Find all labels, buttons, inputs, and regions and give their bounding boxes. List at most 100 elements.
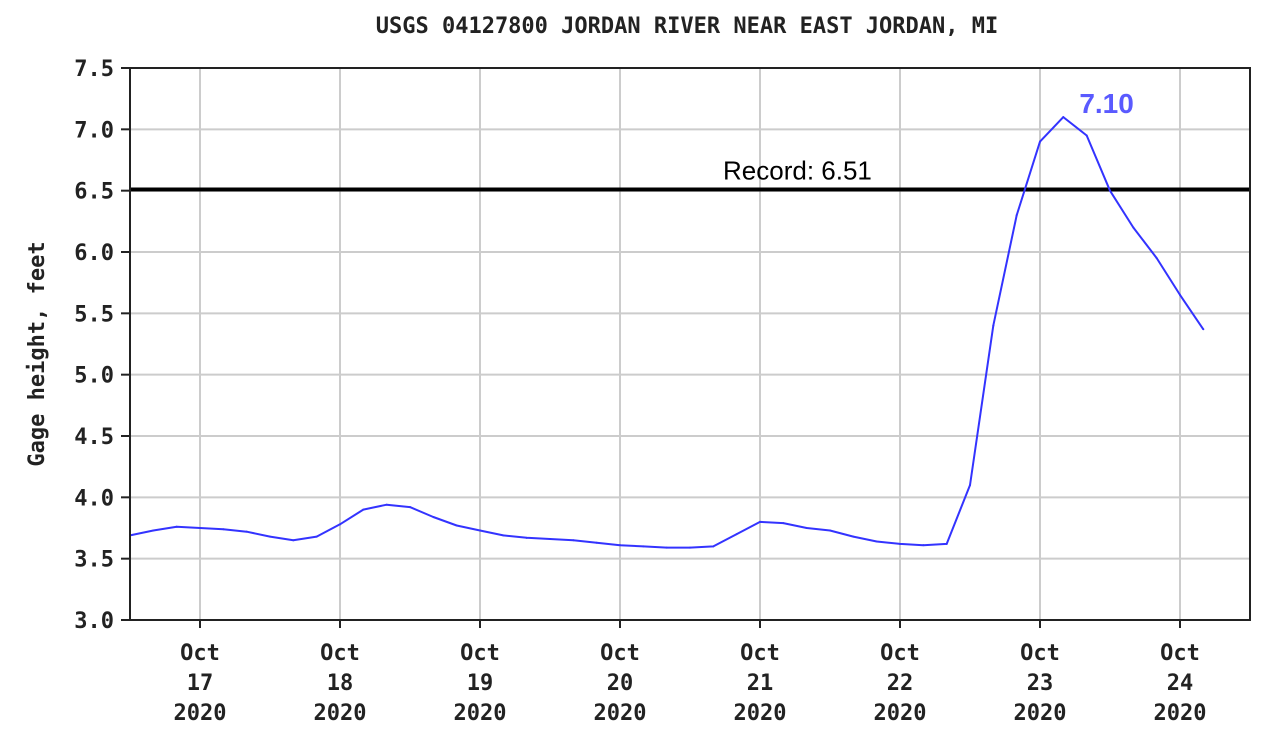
data-point: [1085, 134, 1088, 137]
data-point: [502, 534, 505, 537]
data-point: [1155, 257, 1158, 260]
x-tick-label-line: Oct: [1020, 641, 1060, 666]
data-point: [1132, 226, 1135, 229]
data-point: [759, 520, 761, 523]
data-point: [199, 527, 201, 529]
x-tick-label-line: 18: [327, 671, 354, 696]
y-tick-label: 7.0: [74, 118, 114, 143]
data-point: [735, 533, 738, 536]
data-point: [315, 535, 318, 538]
y-tick-label: 5.5: [74, 302, 114, 327]
data-point: [1179, 293, 1181, 296]
data-point: [152, 529, 155, 532]
data-point: [805, 527, 808, 529]
data-point: [595, 541, 598, 544]
x-tick-label: Oct 24 2020: [1154, 641, 1207, 726]
data-point: [992, 324, 995, 327]
x-tick-label-line: 20: [607, 671, 634, 696]
data-point: [222, 528, 225, 531]
y-tick-label: 6.5: [74, 180, 114, 205]
x-tick-label: Oct 19 2020: [454, 641, 507, 726]
peak-annotation: 7.10: [1079, 88, 1134, 119]
data-point: [712, 545, 715, 548]
data-point: [339, 523, 341, 526]
x-tick-label-line: 2020: [874, 701, 927, 726]
gage-height-series-line: [129, 116, 1205, 549]
data-point: [945, 542, 948, 545]
data-point: [689, 546, 691, 549]
data-point: [525, 536, 528, 539]
x-tick-label: Oct 18 2020: [314, 641, 367, 726]
record-line-label: Record: 6.51: [723, 155, 872, 185]
data-point: [1109, 189, 1111, 192]
data-point: [455, 524, 458, 527]
data-point: [292, 539, 295, 542]
series-layer: [129, 116, 1205, 549]
data-point: [619, 544, 621, 547]
data-point: [899, 542, 901, 545]
x-tick-label-line: 2020: [174, 701, 227, 726]
data-point: [1015, 214, 1018, 217]
x-tick-label-line: 2020: [594, 701, 647, 726]
y-tick-label: 7.5: [74, 57, 114, 82]
x-tick-label-line: 2020: [1154, 701, 1207, 726]
y-tick-label: 4.0: [74, 486, 114, 511]
data-point: [245, 530, 248, 533]
y-tick-label: 6.0: [74, 241, 114, 266]
data-point: [549, 538, 551, 541]
data-point: [1039, 140, 1041, 143]
x-tick-label: Oct 20 2020: [594, 641, 647, 726]
y-tick-labels: 3.0 3.5 4.0 4.5 5.0 5.5 6.0 6.5 7.0 7.5: [74, 57, 130, 634]
x-tick-label-line: 2020: [454, 701, 507, 726]
data-point: [572, 539, 575, 542]
x-tick-label-line: 22: [887, 671, 914, 696]
x-tick-label-line: 2020: [1014, 701, 1067, 726]
x-tick-label-line: 19: [467, 671, 494, 696]
data-point: [409, 506, 411, 509]
y-tick-label: 3.5: [74, 548, 114, 573]
x-tick-label: Oct 21 2020: [734, 641, 787, 726]
data-point: [269, 535, 271, 538]
data-point: [782, 522, 785, 525]
x-tick-label-line: Oct: [320, 641, 360, 666]
data-point: [432, 515, 435, 518]
data-point: [362, 508, 365, 511]
data-point: [1202, 328, 1205, 331]
x-tick-label-line: Oct: [740, 641, 780, 666]
x-tick-label-line: Oct: [180, 641, 220, 666]
data-point: [479, 529, 481, 532]
x-tick-label: Oct 17 2020: [174, 641, 227, 726]
x-tick-label-line: 17: [187, 671, 214, 696]
chart-title: USGS 04127800 JORDAN RIVER NEAR EAST JOR…: [376, 14, 999, 39]
data-point: [922, 544, 925, 547]
data-point: [969, 484, 971, 487]
x-tick-label-line: 2020: [314, 701, 367, 726]
data-point: [1062, 116, 1065, 119]
x-tick-label-line: Oct: [1160, 641, 1200, 666]
x-tick-label-line: 21: [747, 671, 774, 696]
data-point: [642, 545, 645, 548]
data-point: [875, 540, 878, 543]
x-tick-label-line: Oct: [460, 641, 500, 666]
y-axis-label: Gage height, feet: [25, 241, 50, 466]
data-point: [829, 529, 831, 532]
y-tick-label: 5.0: [74, 364, 114, 389]
data-point: [385, 503, 388, 506]
data-point: [852, 535, 855, 538]
y-tick-label: 3.0: [74, 609, 114, 634]
y-tick-label: 4.5: [74, 425, 114, 450]
x-tick-label: Oct 22 2020: [874, 641, 927, 726]
data-point: [175, 525, 178, 528]
x-tick-label-line: Oct: [880, 641, 920, 666]
x-tick-label-line: Oct: [600, 641, 640, 666]
x-tick-label: Oct 23 2020: [1014, 641, 1067, 726]
x-tick-label-line: 24: [1167, 671, 1194, 696]
record-reference-line: Record: 6.51: [130, 155, 1250, 192]
plot-frame: [129, 67, 1251, 621]
grid-lines: [130, 67, 1250, 621]
x-tick-label-line: 23: [1027, 671, 1054, 696]
x-tick-label-line: 2020: [734, 701, 787, 726]
